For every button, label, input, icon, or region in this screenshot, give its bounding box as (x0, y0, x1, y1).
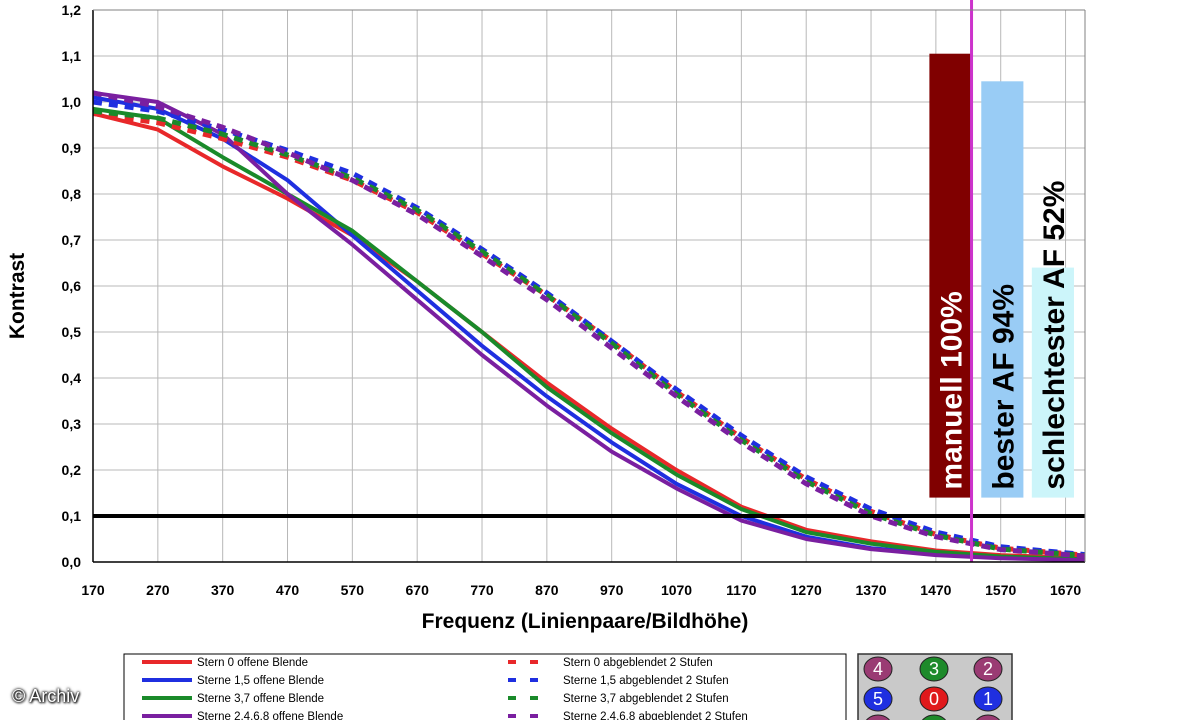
x-tick-label: 470 (276, 582, 300, 598)
x-tick-label: 670 (406, 582, 430, 598)
series-line-2 (92, 106, 1086, 562)
legend-label-4: Stern 0 abgeblendet 2 Stufen (563, 657, 713, 669)
star-marker-label: 1 (983, 689, 993, 709)
star-marker-2 (973, 656, 1003, 682)
y-tick-label: 0,2 (62, 462, 82, 478)
x-tick-label: 1370 (855, 582, 886, 598)
star-marker-partial (975, 714, 1001, 720)
y-tick-label: 0,7 (62, 232, 82, 248)
series-line-5 (92, 99, 1086, 558)
legend: Stern 0 offene Blende Sterne 1,5 offene B… (123, 653, 847, 720)
star-marker-partial (921, 714, 947, 720)
x-tick-label: 370 (211, 582, 235, 598)
bar-label-2: schlechtester AF 52% (1038, 181, 1071, 490)
star-marker-label: 4 (873, 659, 883, 679)
x-tick-label: 570 (341, 582, 365, 598)
star-marker-label: 2 (983, 659, 993, 679)
y-tick-label: 0,8 (62, 186, 82, 202)
tick-labels: 0,0 0,1 0,2 0,3 0,4 0,5 0,6 0,7 0,8 0,9 1,0 1,1 1,2 1… (62, 2, 1082, 598)
bars: manuell 100% bester AF 94% schlechtester A… (929, 53, 1074, 498)
x-tick-label: 1570 (985, 582, 1016, 598)
legend-label-7: Sterne 2,4,6,8 abgeblendet 2 Stufen (563, 711, 748, 720)
bar-1 (981, 81, 1024, 498)
series-line-6 (92, 108, 1086, 559)
star-marker-5 (863, 686, 893, 712)
reference-lines (93, 0, 1085, 562)
y-tick-label: 0,3 (62, 416, 82, 432)
bar-2 (1031, 267, 1074, 498)
series-line-3 (92, 90, 1086, 563)
y-tick-label: 1,0 (62, 94, 82, 110)
y-tick-label: 1,1 (62, 48, 82, 64)
y-tick-label: 0,6 (62, 278, 82, 294)
bar-0 (929, 53, 972, 498)
x-tick-label: 270 (146, 582, 170, 598)
x-tick-label: 1470 (920, 582, 951, 598)
legend-label-6: Sterne 3,7 abgeblendet 2 Stufen (563, 693, 729, 705)
y-tick-label: 0,5 (62, 324, 82, 340)
star-marker-label: 0 (929, 689, 939, 709)
series-lines (92, 90, 1086, 563)
x-tick-label: 970 (600, 582, 624, 598)
star-marker-0 (919, 686, 949, 712)
legend-label-5: Sterne 1,5 abgeblendet 2 Stufen (563, 675, 729, 687)
x-tick-label: 1070 (661, 582, 692, 598)
star-marker-label: 5 (873, 689, 883, 709)
y-tick-label: 0,1 (62, 508, 82, 524)
copyright-text: © Archiv (12, 686, 80, 706)
legend-box (123, 653, 847, 720)
legend-label-3: Sterne 2,4,6,8 offene Blende (197, 711, 343, 720)
star-marker-partial (865, 714, 891, 720)
y-tick-label: 0,9 (62, 140, 82, 156)
bar-label-0: manuell 100% (935, 291, 968, 489)
x-axis-label: Frequenz (Linienpaare/Bildhöhe) (422, 610, 749, 633)
x-tick-label: 870 (535, 582, 559, 598)
bar-label-1: bester AF 94% (987, 284, 1020, 490)
y-tick-label: 1,2 (62, 2, 82, 18)
y-tick-label: 0,0 (62, 554, 82, 570)
star-marker-4 (863, 656, 893, 682)
axes (92, 9, 1086, 563)
x-tick-label: 1270 (791, 582, 822, 598)
star-marker-label: 3 (929, 659, 939, 679)
legend-label-0: Stern 0 offene Blende (197, 657, 308, 669)
x-tick-label: 1670 (1050, 582, 1081, 598)
legend-label-2: Sterne 3,7 offene Blende (197, 693, 324, 705)
x-tick-label: 770 (470, 582, 494, 598)
legend-label-1: Sterne 1,5 offene Blende (197, 675, 324, 687)
x-tick-label: 170 (81, 582, 105, 598)
x-tick-label: 1170 (726, 582, 757, 598)
star-marker-1 (973, 686, 1003, 712)
y-tick-label: 0,4 (62, 370, 82, 386)
star-grid: 4 3 2 5 0 1 (857, 653, 1013, 720)
star-marker-3 (919, 656, 949, 682)
y-axis-label: Kontrast (6, 253, 29, 339)
